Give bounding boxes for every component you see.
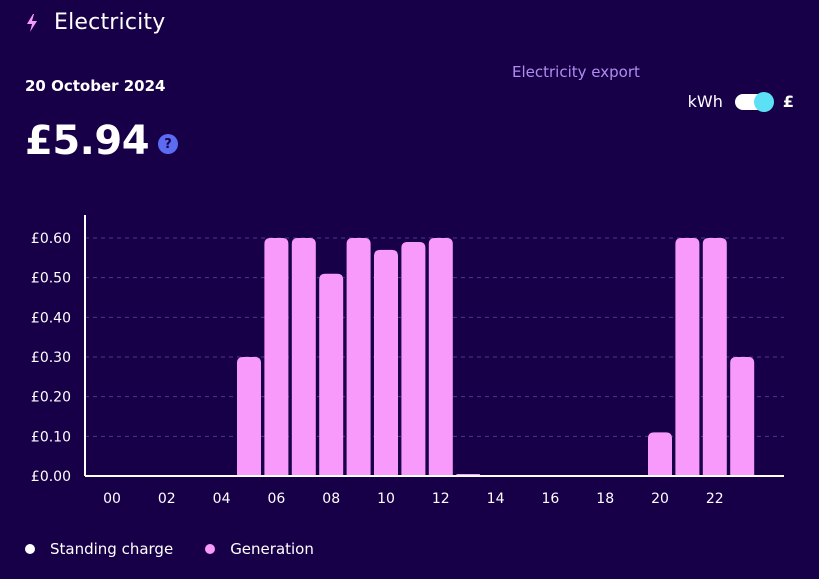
y-tick-label: £0.40 [31,310,71,326]
generation-dot-icon [205,544,216,554]
x-tick-label: 06 [267,491,285,507]
header: Electricity [24,10,165,35]
pound-label[interactable]: £ [782,92,794,111]
x-tick-label: 00 [103,491,121,507]
bar-07 [291,238,316,476]
page-title: Electricity [54,10,166,35]
legend-label: Generation [230,540,314,558]
x-tick-label: 04 [213,491,231,507]
y-tick-label: £0.20 [31,390,71,406]
lightning-bolt-icon [27,13,37,32]
bar-08 [319,273,344,476]
electricity-export-label: Electricity export [512,63,640,81]
bar-11 [401,241,426,476]
y-tick-label: £0.30 [31,350,71,366]
x-tick-label: 10 [377,491,395,507]
x-tick-label: 22 [706,491,724,507]
total-amount: £5.94 [25,118,150,164]
legend-label: Standing charge [50,540,174,558]
bar-20 [648,432,672,476]
bar-09 [346,238,371,476]
standing-charge-dot-icon [25,544,35,554]
unit-toggle: kWh £ [687,91,794,112]
y-tick-label: £0.00 [31,469,71,485]
unit-switch[interactable] [734,91,774,112]
x-tick-label: 12 [432,491,450,507]
bar-21 [675,238,700,476]
legend-item-generation[interactable]: Generation [205,540,314,558]
x-tick-label: 02 [158,491,176,507]
x-tick-label: 08 [322,491,340,507]
kwh-label[interactable]: kWh [687,92,723,111]
x-tick-label: 20 [651,491,669,507]
legend-item-standing-charge[interactable]: Standing charge [25,540,173,558]
bar-12 [428,238,453,476]
y-tick-label: £0.60 [31,231,71,247]
switch-knob [753,91,774,112]
x-tick-label: 14 [487,491,505,507]
cost-bar-chart: £0.00 £0.10 £0.20 £0.30 £0.40 £0.50 £0.60 00 02 0… [31,215,784,507]
bar-06 [264,238,289,476]
date-label: 20 October 2024 [25,77,166,95]
bar-05 [237,357,261,476]
chart-legend: Standing charge Generation [25,540,346,558]
bar-23 [730,357,755,476]
x-tick-label: 18 [596,491,614,507]
help-icon[interactable]: ? [158,134,179,154]
amount-row: £5.94 ? [25,118,179,164]
x-tick-label: 16 [541,491,559,507]
bar-22 [702,238,727,476]
y-tick-label: £0.50 [31,271,71,287]
y-tick-label: £0.10 [31,429,71,445]
bar-10 [374,249,398,476]
